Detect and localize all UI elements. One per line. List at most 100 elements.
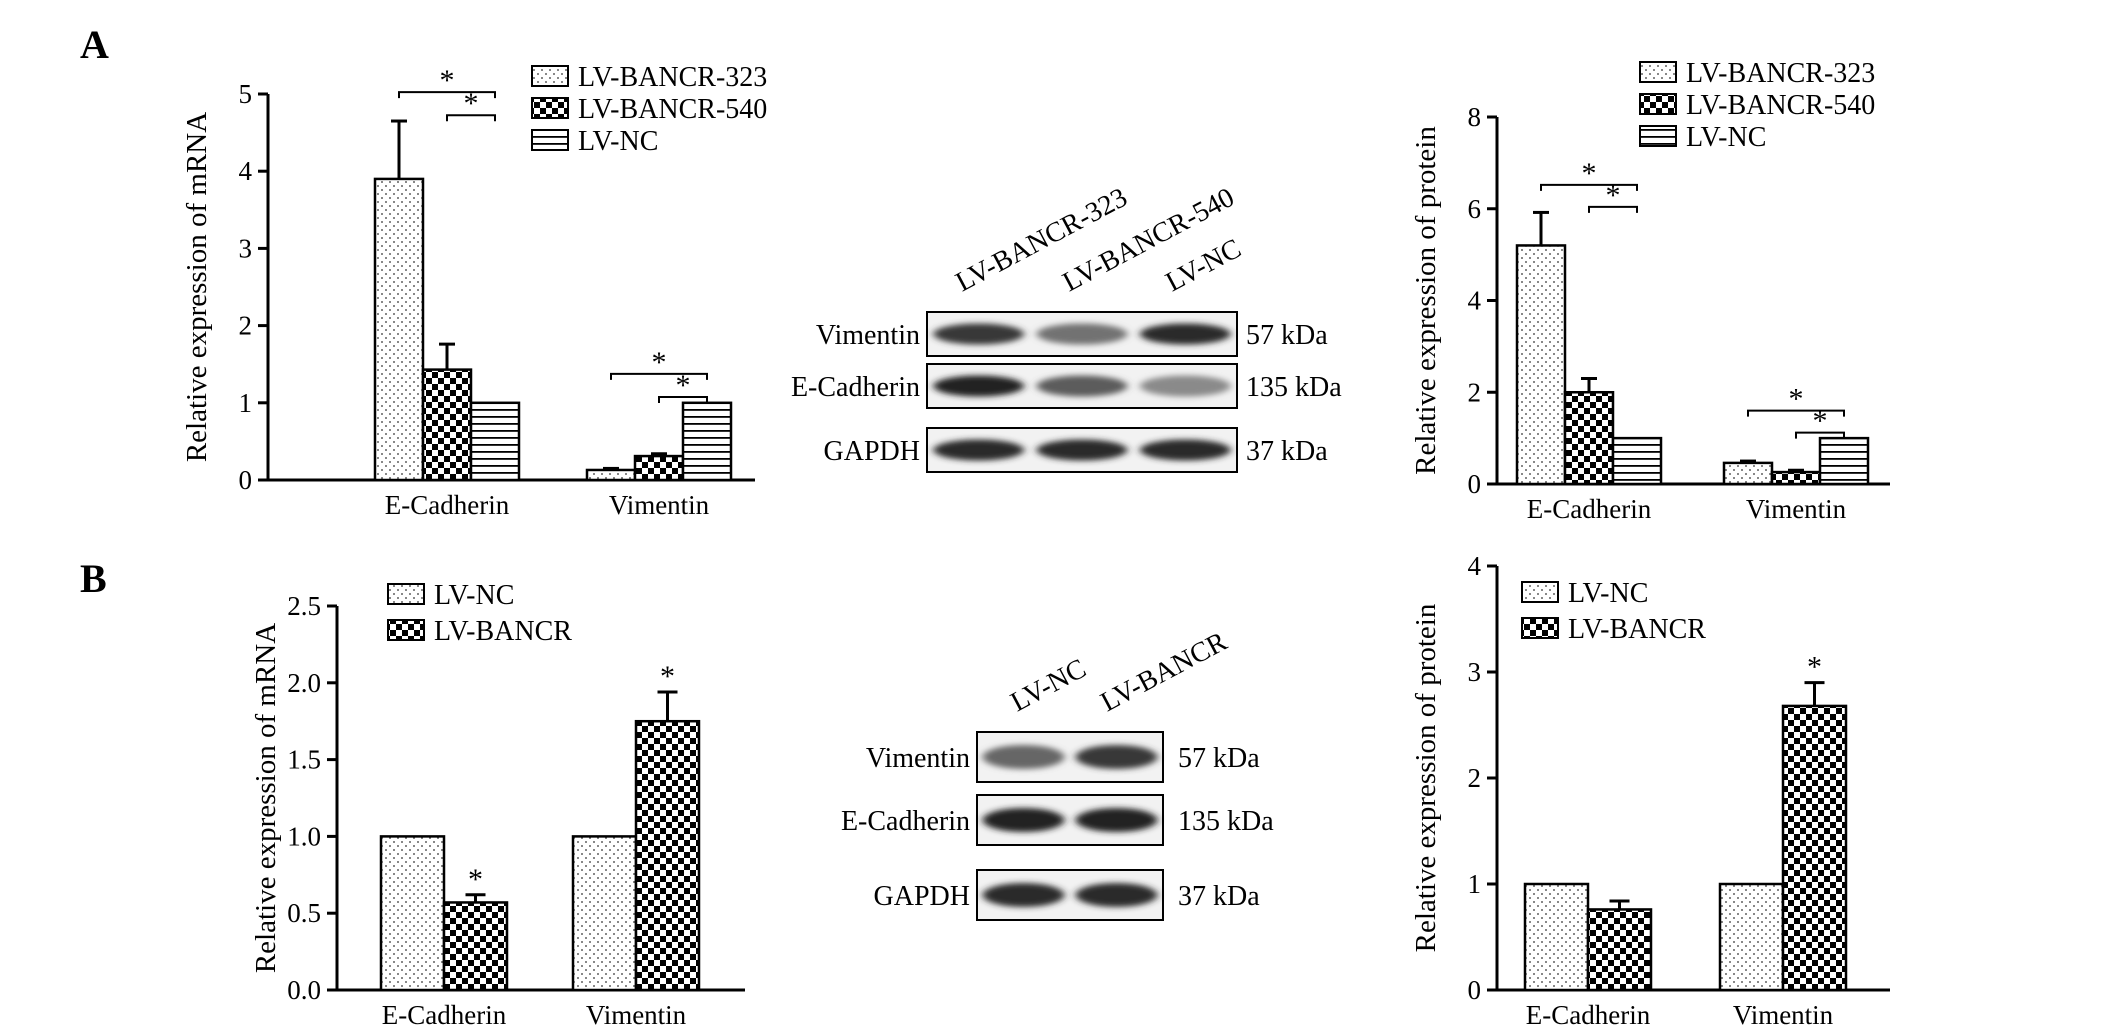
y-tick-label: 0: [1468, 975, 1482, 1005]
y-axis-label: Relative expression of mRNA: [181, 112, 213, 462]
blot-size-label-vimentin: 57 kDa: [1246, 320, 1328, 351]
legend-swatch-lv-bancr: [1521, 617, 1559, 639]
y-axis-label: Relative expression of mRNA: [250, 623, 282, 973]
legend-swatch-lv-nc: [1521, 581, 1559, 603]
blot-band-vimentin-lv-nc: [982, 745, 1065, 769]
y-axis-label: Relative expression of protein: [1410, 603, 1442, 952]
significance-bracket: [610, 372, 708, 380]
chart-a-protein: 0 2 4 6 8 Relative expression of protein E-Cad…: [1410, 58, 1890, 524]
significance-bracket: [1540, 183, 1638, 191]
blot-band-e-cadherin-lv-nc: [982, 808, 1065, 832]
legend-label-lv-nc: LV-NC: [1686, 122, 1766, 153]
y-tick-label: 4: [239, 156, 253, 186]
y-tick-label: 1: [1468, 869, 1482, 899]
chart-a-mrna: 0 1 2 3 4 5 Relative expression of mRNA E-Cadhe…: [181, 62, 767, 520]
blot-protein-label-gapdh: GAPDH: [824, 436, 920, 467]
significance-star: *: [676, 369, 691, 402]
legend-swatch-lv-bancr-323: [531, 65, 569, 87]
y-tick-label: 2.5: [287, 591, 321, 621]
y-tick-label: 2.0: [287, 668, 321, 698]
legend-label-lv-nc: LV-NC: [434, 580, 514, 611]
x-tick-label-vimentin: Vimentin: [586, 1000, 687, 1028]
lane-label-lv-nc: LV-NC: [1006, 653, 1092, 718]
legend-label-lv-bancr: LV-BANCR: [434, 616, 572, 647]
blot-band-vimentin-lv-bancr-323: [933, 323, 1025, 345]
y-tick-label: 0.0: [287, 975, 321, 1005]
bar-lv-nc-e-cadherin: [1523, 882, 1590, 992]
significance-bracket: [658, 396, 708, 404]
y-tick-label: 0.5: [287, 898, 321, 928]
significance-bracket: [1588, 205, 1638, 213]
y-tick-label: 4: [1468, 286, 1482, 316]
y-tick-label: 2: [1468, 763, 1482, 793]
chart-b-protein: 0 1 2 3 4 Relative expression of protein E-Cad…: [1410, 551, 1890, 1030]
bar-lv-nc-vimentin: [681, 401, 733, 482]
legend-label-lv-bancr-323: LV-BANCR-323: [1686, 58, 1875, 89]
blot-band-gapdh-lv-bancr-323: [933, 439, 1025, 461]
panel-label-a: A: [80, 22, 109, 67]
bar-lv-nc-vimentin: [1718, 882, 1785, 992]
blot-protein-label-vimentin: Vimentin: [866, 743, 970, 774]
bar-lv-bancr-vimentin: [634, 719, 701, 992]
legend-swatch-lv-bancr-323: [1639, 61, 1677, 83]
bar-lv-bancr-323-e-cadherin: [1515, 244, 1567, 486]
y-tick-label: 1: [239, 388, 253, 418]
blot-size-label-e-cadherin: 135 kDa: [1178, 806, 1274, 837]
lane-label-lv-bancr: LV-BANCR: [1096, 626, 1233, 718]
x-tick-label-vimentin: Vimentin: [1746, 494, 1847, 524]
blot-band-gapdh-lv-bancr: [1075, 883, 1158, 907]
blot-band-gapdh-lv-bancr-540: [1036, 439, 1128, 461]
significance-star: *: [440, 64, 455, 97]
legend-label-lv-bancr-323: LV-BANCR-323: [578, 62, 767, 93]
blot-band-vimentin-lv-bancr: [1075, 745, 1158, 769]
legend-label-lv-bancr-540: LV-BANCR-540: [1686, 90, 1875, 121]
y-tick-label: 0: [1468, 469, 1482, 499]
bar-lv-bancr-540-vimentin: [633, 454, 685, 482]
legend-swatch-lv-nc: [531, 129, 569, 151]
blot-band-e-cadherin-lv-nc: [1139, 375, 1231, 397]
y-tick-label: 2: [1468, 377, 1482, 407]
bar-lv-nc-e-cadherin: [1611, 436, 1663, 486]
legend-swatch-lv-nc: [1639, 125, 1677, 147]
significance-star: *: [652, 346, 667, 379]
lane-label-lv-bancr-323: LV-BANCR-323: [951, 182, 1133, 298]
y-tick-label: 5: [239, 79, 253, 109]
significance-star: *: [660, 660, 675, 693]
significance-bracket: [446, 114, 496, 122]
bar-lv-bancr-e-cadherin: [442, 901, 509, 992]
significance-star: *: [1813, 405, 1828, 438]
blot-size-label-gapdh: 37 kDa: [1246, 436, 1328, 467]
significance-bracket: [1795, 431, 1845, 439]
bar-lv-bancr-323-vimentin: [1722, 461, 1774, 486]
y-tick-label: 4: [1468, 551, 1482, 581]
blot-size-label-e-cadherin: 135 kDa: [1246, 372, 1342, 403]
legend-swatch-lv-bancr-540: [531, 97, 569, 119]
bar-lv-nc-vimentin: [1818, 436, 1870, 486]
blot-size-label-gapdh: 37 kDa: [1178, 881, 1260, 912]
blot-band-e-cadherin-lv-bancr-323: [933, 375, 1025, 397]
blot-size-label-vimentin: 57 kDa: [1178, 743, 1260, 774]
panel-label-b: B: [80, 556, 107, 601]
blot-band-gapdh-lv-nc: [982, 883, 1065, 907]
x-tick-label-e-cadherin: E-Cadherin: [1526, 1000, 1651, 1028]
blot-protein-label-gapdh: GAPDH: [874, 881, 970, 912]
x-tick-label-e-cadherin: E-Cadherin: [1527, 494, 1652, 524]
significance-star: *: [464, 87, 479, 120]
bar-lv-bancr-e-cadherin: [1586, 908, 1653, 992]
significance-star: *: [1807, 651, 1822, 684]
y-tick-label: 3: [1468, 657, 1482, 687]
legend-swatch-lv-nc: [387, 583, 425, 605]
y-tick-label: 6: [1468, 194, 1482, 224]
legend-swatch-lv-bancr-540: [1639, 93, 1677, 115]
significance-star: *: [468, 863, 483, 896]
bar-lv-bancr-vimentin: [1781, 704, 1848, 992]
blot-protein-label-e-cadherin: E-Cadherin: [791, 372, 920, 403]
significance-bracket: [398, 91, 496, 99]
x-tick-label-vimentin: Vimentin: [609, 490, 710, 520]
blot-protein-label-e-cadherin: E-Cadherin: [841, 806, 970, 837]
y-tick-label: 1.5: [287, 745, 321, 775]
y-tick-label: 1.0: [287, 821, 321, 851]
